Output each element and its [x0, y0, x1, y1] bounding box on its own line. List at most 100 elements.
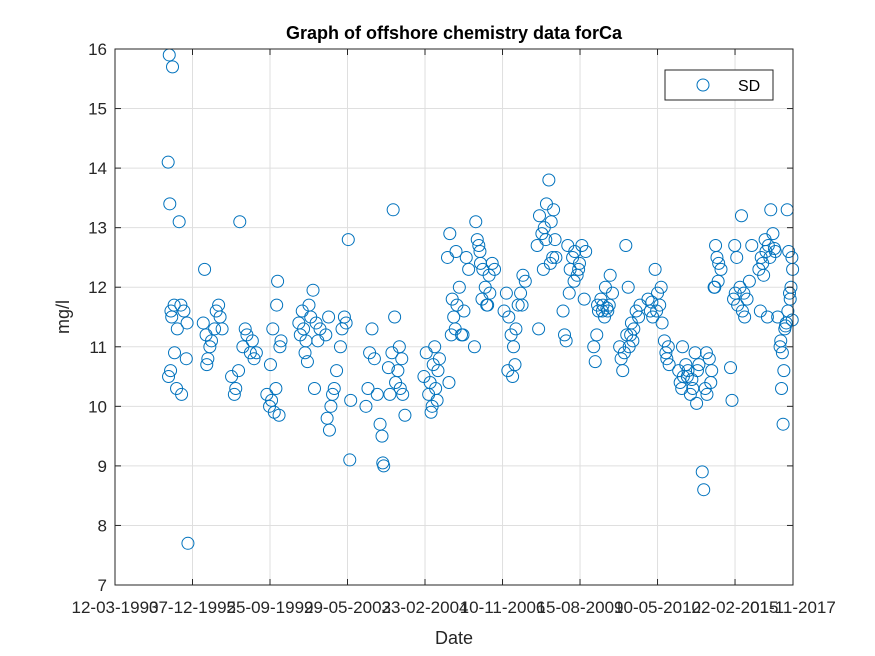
- data-point: [208, 322, 222, 336]
- data-point: [783, 292, 797, 306]
- data-point: [386, 203, 400, 217]
- data-point: [322, 423, 336, 437]
- data-point: [516, 268, 530, 282]
- y-tick-label: 9: [98, 457, 107, 476]
- data-point: [567, 274, 581, 288]
- data-point: [680, 370, 694, 384]
- data-point: [708, 280, 722, 294]
- data-point: [653, 298, 667, 312]
- data-point: [662, 358, 676, 372]
- data-point: [659, 346, 673, 360]
- data-point: [163, 197, 177, 211]
- data-point: [388, 310, 402, 324]
- data-point: [507, 340, 521, 354]
- data-point: [685, 373, 699, 387]
- data-point: [442, 376, 456, 390]
- data-point: [588, 355, 602, 369]
- data-point: [509, 322, 523, 336]
- data-point: [365, 322, 379, 336]
- data-point: [232, 364, 246, 378]
- data-points: [161, 48, 800, 550]
- x-tick-label: 07-12-1995: [149, 598, 236, 617]
- legend: SD: [664, 69, 774, 101]
- data-point: [196, 316, 210, 330]
- data-point: [424, 405, 438, 419]
- data-point: [543, 256, 557, 270]
- x-axis-label: Date: [435, 628, 473, 648]
- y-tick-label: 7: [98, 576, 107, 595]
- data-point: [767, 242, 781, 256]
- data-point: [322, 310, 336, 324]
- data-point: [704, 376, 718, 390]
- data-point: [508, 358, 522, 372]
- data-point: [695, 465, 709, 479]
- data-point: [587, 340, 601, 354]
- data-point: [590, 328, 604, 342]
- data-point: [266, 322, 280, 336]
- data-point: [168, 346, 182, 360]
- data-point: [558, 328, 572, 342]
- data-point: [272, 408, 286, 422]
- data-point: [643, 304, 657, 318]
- data-point: [700, 387, 714, 401]
- x-tick-labels: 12-03-199307-12-199525-09-199929-05-2003…: [72, 598, 836, 617]
- data-point: [738, 310, 752, 324]
- data-point: [273, 340, 287, 354]
- data-point: [775, 346, 789, 360]
- data-point: [681, 364, 695, 378]
- data-point: [245, 334, 259, 348]
- data-point: [238, 322, 252, 336]
- data-point: [270, 298, 284, 312]
- data-point: [198, 262, 212, 276]
- data-point: [227, 387, 241, 401]
- data-point: [480, 298, 494, 312]
- legend-label: SD: [738, 78, 760, 95]
- data-point: [341, 233, 355, 247]
- data-point: [381, 361, 395, 375]
- data-point: [164, 364, 178, 378]
- data-point: [330, 364, 344, 378]
- data-point: [300, 355, 314, 369]
- data-point: [515, 298, 529, 312]
- data-point: [559, 334, 573, 348]
- data-point: [174, 298, 188, 312]
- data-point: [602, 298, 616, 312]
- data-point: [361, 381, 375, 395]
- data-point: [449, 244, 463, 258]
- data-point: [502, 310, 516, 324]
- x-tick-label: 02-02-2015: [692, 598, 779, 617]
- data-point: [778, 319, 792, 333]
- data-point: [337, 310, 351, 324]
- x-tick-label: 15-08-2009: [537, 598, 624, 617]
- data-point: [542, 173, 556, 187]
- data-point: [546, 250, 560, 264]
- legend-marker-icon: [696, 78, 710, 92]
- data-point: [161, 155, 175, 169]
- data-point: [298, 346, 312, 360]
- data-point: [577, 292, 591, 306]
- data-point: [181, 536, 195, 550]
- data-point: [391, 364, 405, 378]
- data-point: [621, 280, 635, 294]
- data-point: [327, 381, 341, 395]
- y-tick-label: 13: [88, 219, 107, 238]
- x-tick-label: 10-05-2012: [614, 598, 701, 617]
- data-point: [735, 304, 749, 318]
- data-point: [758, 233, 772, 247]
- data-point: [367, 352, 381, 366]
- data-point: [452, 280, 466, 294]
- data-point: [164, 304, 178, 318]
- data-point: [265, 393, 279, 407]
- data-point: [326, 387, 340, 401]
- data-point: [711, 274, 725, 288]
- data-point: [688, 346, 702, 360]
- data-point: [532, 322, 546, 336]
- data-point: [579, 244, 593, 258]
- y-tick-label: 11: [89, 338, 107, 357]
- data-point: [473, 244, 487, 258]
- data-point: [626, 334, 640, 348]
- data-point: [699, 346, 713, 360]
- data-point: [737, 286, 751, 300]
- data-point: [343, 453, 357, 467]
